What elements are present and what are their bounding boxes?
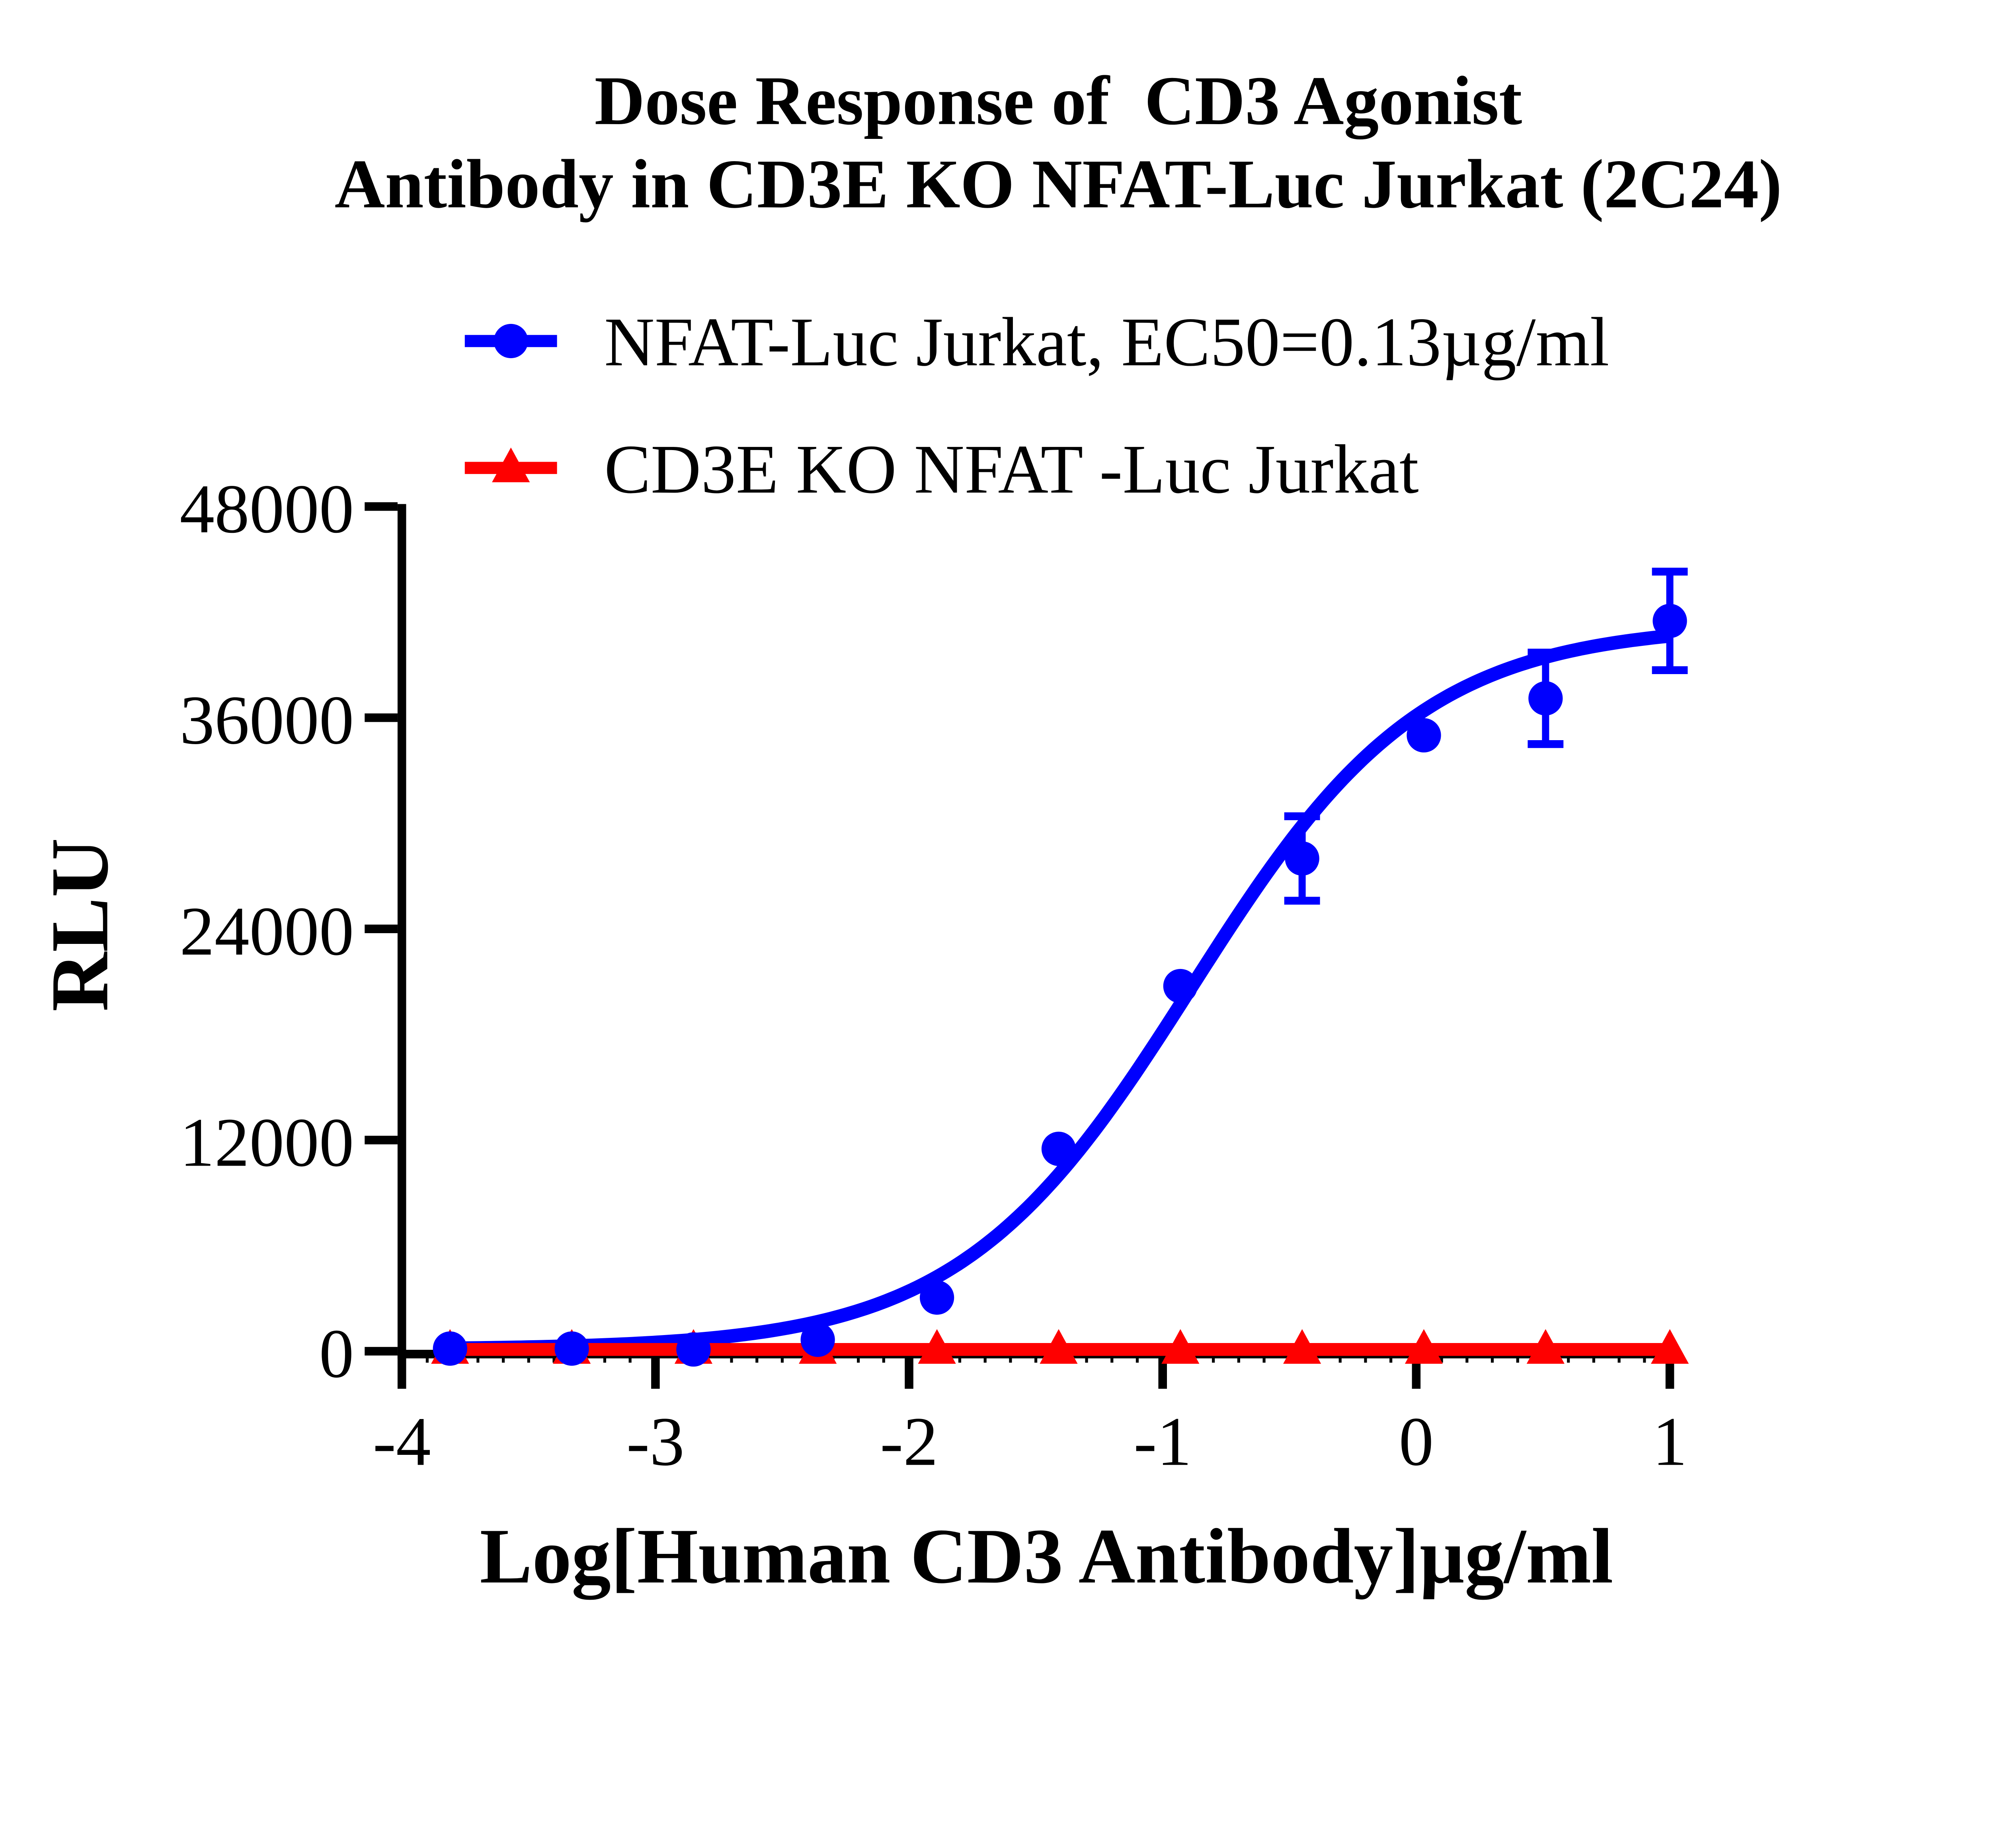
x-minor-tick bbox=[1440, 1350, 1443, 1363]
data-point-circle-nfat-luc-jurkat bbox=[1528, 681, 1563, 716]
x-minor-tick bbox=[857, 1350, 860, 1363]
x-minor-tick bbox=[1009, 1350, 1012, 1363]
x-tick-label: -2 bbox=[880, 1403, 938, 1480]
x-tick-label: -1 bbox=[1134, 1403, 1192, 1480]
x-minor-tick bbox=[1085, 1350, 1088, 1363]
x-minor-tick bbox=[1034, 1350, 1038, 1363]
data-point-circle-nfat-luc-jurkat bbox=[554, 1331, 589, 1366]
x-minor-tick bbox=[1338, 1350, 1342, 1363]
data-point-triangle-cd3e-ko bbox=[1283, 1329, 1321, 1364]
x-minor-tick bbox=[1110, 1350, 1114, 1363]
y-tick bbox=[365, 502, 398, 511]
x-minor-tick bbox=[1237, 1350, 1240, 1363]
y-tick-label: 12000 bbox=[179, 1104, 354, 1181]
x-axis-title: Log[Human CD3 Antibody]µg/ml bbox=[480, 1513, 1613, 1600]
y-tick-label: 24000 bbox=[179, 893, 354, 970]
data-point-circle-nfat-luc-jurkat bbox=[433, 1331, 467, 1366]
x-minor-tick bbox=[1516, 1350, 1519, 1363]
x-minor-tick bbox=[1617, 1350, 1621, 1363]
y-tick-label: 0 bbox=[319, 1315, 354, 1392]
y-tick-label: 48000 bbox=[179, 470, 354, 548]
x-tick-label: 0 bbox=[1399, 1403, 1434, 1480]
data-point-circle-nfat-luc-jurkat bbox=[1652, 604, 1687, 638]
data-point-circle-nfat-luc-jurkat bbox=[1163, 969, 1198, 1004]
x-minor-tick bbox=[1212, 1350, 1215, 1363]
y-axis-line bbox=[397, 504, 406, 1359]
y-tick bbox=[365, 1136, 398, 1144]
x-tick bbox=[905, 1350, 913, 1389]
x-minor-tick bbox=[831, 1350, 835, 1363]
x-axis-ticks: -4 -3 -2 -1 0 1 bbox=[373, 1350, 1688, 1480]
legend-label-cd3e-ko-nfat-luc-jurkat: CD3E KO NFAT -Luc Jurkat bbox=[604, 431, 1419, 508]
x-minor-tick bbox=[983, 1350, 987, 1363]
x-minor-tick bbox=[1389, 1350, 1393, 1363]
data-point-triangle-cd3e-ko bbox=[1651, 1329, 1689, 1364]
x-minor-tick bbox=[1643, 1350, 1646, 1363]
data-point-circle-nfat-luc-jurkat bbox=[1041, 1131, 1076, 1166]
fit-curve-nfat-luc-jurkat bbox=[450, 629, 1668, 1355]
x-minor-tick bbox=[1364, 1350, 1367, 1363]
chart-title-line2: Antibody in CD3E KO NFAT-Luc Jurkat (2C2… bbox=[335, 145, 1782, 222]
y-tick-label: 36000 bbox=[179, 681, 354, 758]
x-minor-tick bbox=[1491, 1350, 1494, 1363]
x-minor-tick bbox=[730, 1350, 733, 1363]
x-tick bbox=[651, 1350, 660, 1389]
legend-circle-marker-icon bbox=[494, 324, 528, 359]
axes: 0 12000 24000 36000 48000 -4 -3 -2 -1 0 1 bbox=[179, 470, 1687, 1480]
dose-response-chart: Dose Response of CD3 Agonist Antibody in… bbox=[34, 62, 1782, 1600]
x-minor-tick bbox=[755, 1350, 759, 1363]
x-tick-label: -3 bbox=[626, 1403, 685, 1480]
x-minor-tick bbox=[1465, 1350, 1469, 1363]
chart-title-line1: Dose Response of CD3 Agonist bbox=[595, 62, 1522, 140]
x-minor-tick bbox=[552, 1350, 556, 1363]
x-minor-tick bbox=[1567, 1350, 1570, 1363]
y-tick bbox=[365, 1347, 398, 1356]
y-axis-title: RLU bbox=[34, 838, 125, 1012]
x-minor-tick bbox=[1262, 1350, 1266, 1363]
data-point-triangle-cd3e-ko bbox=[1040, 1329, 1078, 1364]
x-minor-tick bbox=[628, 1350, 632, 1363]
x-minor-tick bbox=[958, 1350, 962, 1363]
data-point-circle-nfat-luc-jurkat bbox=[920, 1280, 954, 1315]
y-tick bbox=[365, 924, 398, 934]
x-minor-tick bbox=[882, 1350, 885, 1363]
legend-triangle-marker-icon bbox=[492, 447, 530, 482]
data-point-circle-nfat-luc-jurkat bbox=[1285, 841, 1319, 876]
x-tick-label: 1 bbox=[1652, 1403, 1688, 1480]
plot-area bbox=[431, 567, 1689, 1367]
x-minor-tick bbox=[501, 1350, 505, 1363]
data-point-circle-nfat-luc-jurkat bbox=[676, 1332, 711, 1367]
legend-item-nfat-luc-jurkat: NFAT-Luc Jurkat, EC50=0.13µg/ml bbox=[464, 303, 1609, 380]
data-point-triangle-cd3e-ko bbox=[1526, 1329, 1565, 1364]
data-point-triangle-cd3e-ko bbox=[1405, 1329, 1443, 1364]
x-minor-tick bbox=[425, 1350, 429, 1363]
x-minor-tick bbox=[1592, 1350, 1596, 1363]
data-point-circle-nfat-luc-jurkat bbox=[1407, 718, 1441, 752]
x-tick bbox=[397, 1350, 406, 1389]
y-axis-ticks: 0 12000 24000 36000 48000 bbox=[179, 470, 398, 1392]
legend-label-nfat-luc-jurkat: NFAT-Luc Jurkat, EC50=0.13µg/ml bbox=[604, 303, 1609, 380]
x-minor-tick bbox=[476, 1350, 480, 1363]
x-minor-tick bbox=[1135, 1350, 1139, 1363]
data-point-circle-nfat-luc-jurkat bbox=[800, 1322, 835, 1357]
y-tick bbox=[365, 713, 398, 722]
x-tick-label: -4 bbox=[373, 1403, 431, 1480]
x-minor-tick bbox=[780, 1350, 784, 1363]
data-point-triangle-cd3e-ko bbox=[1161, 1329, 1200, 1364]
x-minor-tick bbox=[527, 1350, 530, 1363]
legend: NFAT-Luc Jurkat, EC50=0.13µg/ml CD3E KO … bbox=[464, 303, 1609, 508]
x-minor-tick bbox=[603, 1350, 607, 1363]
legend-item-cd3e-ko-nfat-luc-jurkat: CD3E KO NFAT -Luc Jurkat bbox=[464, 431, 1419, 508]
data-point-triangle-cd3e-ko bbox=[918, 1329, 956, 1364]
